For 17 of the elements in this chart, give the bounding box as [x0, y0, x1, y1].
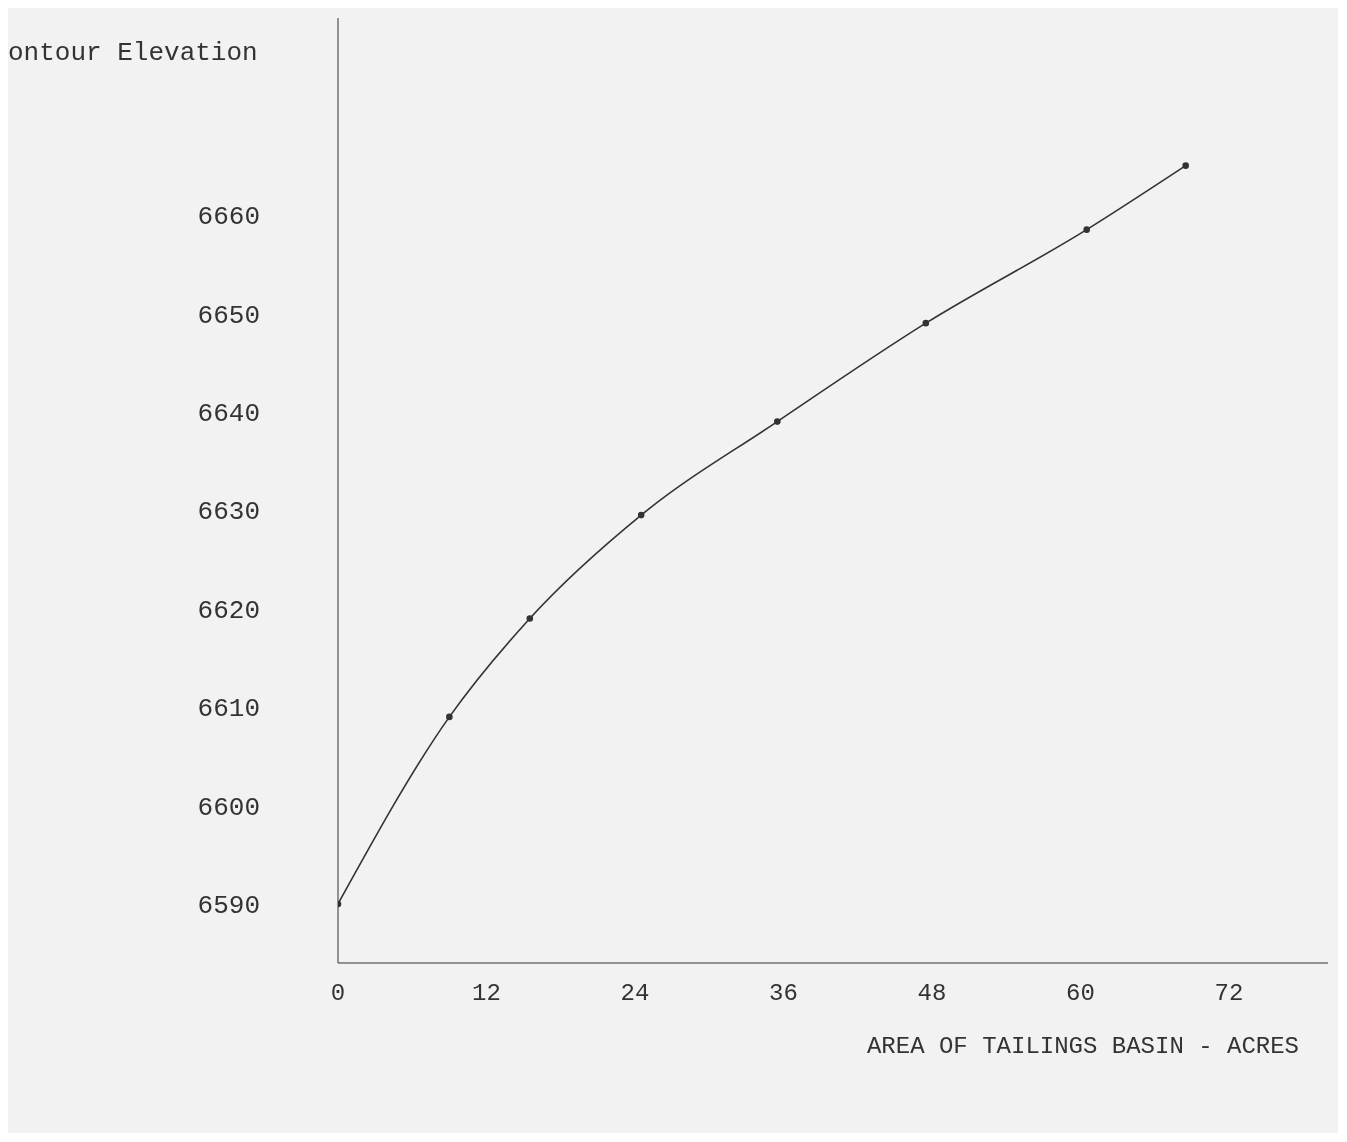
x-tick-label: 0	[330, 980, 346, 1008]
x-tick-label: 12	[472, 980, 501, 1008]
x-tick-label: 60	[1066, 980, 1095, 1008]
y-tick-label: 6590	[197, 891, 260, 922]
x-tick-label: 48	[917, 980, 947, 1008]
y-tick-label: 6600	[197, 792, 260, 823]
y-tick-label: 6620	[197, 595, 260, 626]
y-tick-label: 6650	[197, 300, 260, 331]
x-tick-label: 24	[620, 980, 650, 1008]
y-axis-title: ontour Elevation	[8, 38, 258, 68]
y-tick-label: 6660	[197, 202, 260, 233]
y-tick-label: 6610	[197, 694, 260, 725]
x-axis-title: AREA OF TAILINGS BASIN - ACRES	[866, 1033, 1300, 1060]
x-tick-label: 36	[769, 980, 798, 1008]
x-tick-label: 72	[1214, 980, 1244, 1008]
y-tick-label: 6640	[197, 398, 260, 429]
y-tick-label: 6630	[197, 497, 260, 528]
